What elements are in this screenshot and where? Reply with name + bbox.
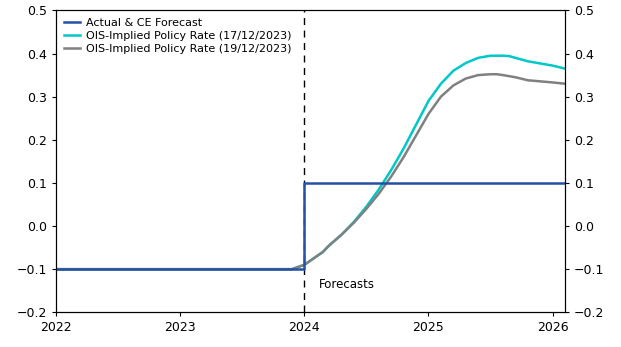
Legend: Actual & CE Forecast, OIS-Implied Policy Rate (17/12/2023), OIS-Implied Policy R: Actual & CE Forecast, OIS-Implied Policy… — [61, 16, 294, 56]
Text: Forecasts: Forecasts — [319, 278, 375, 291]
